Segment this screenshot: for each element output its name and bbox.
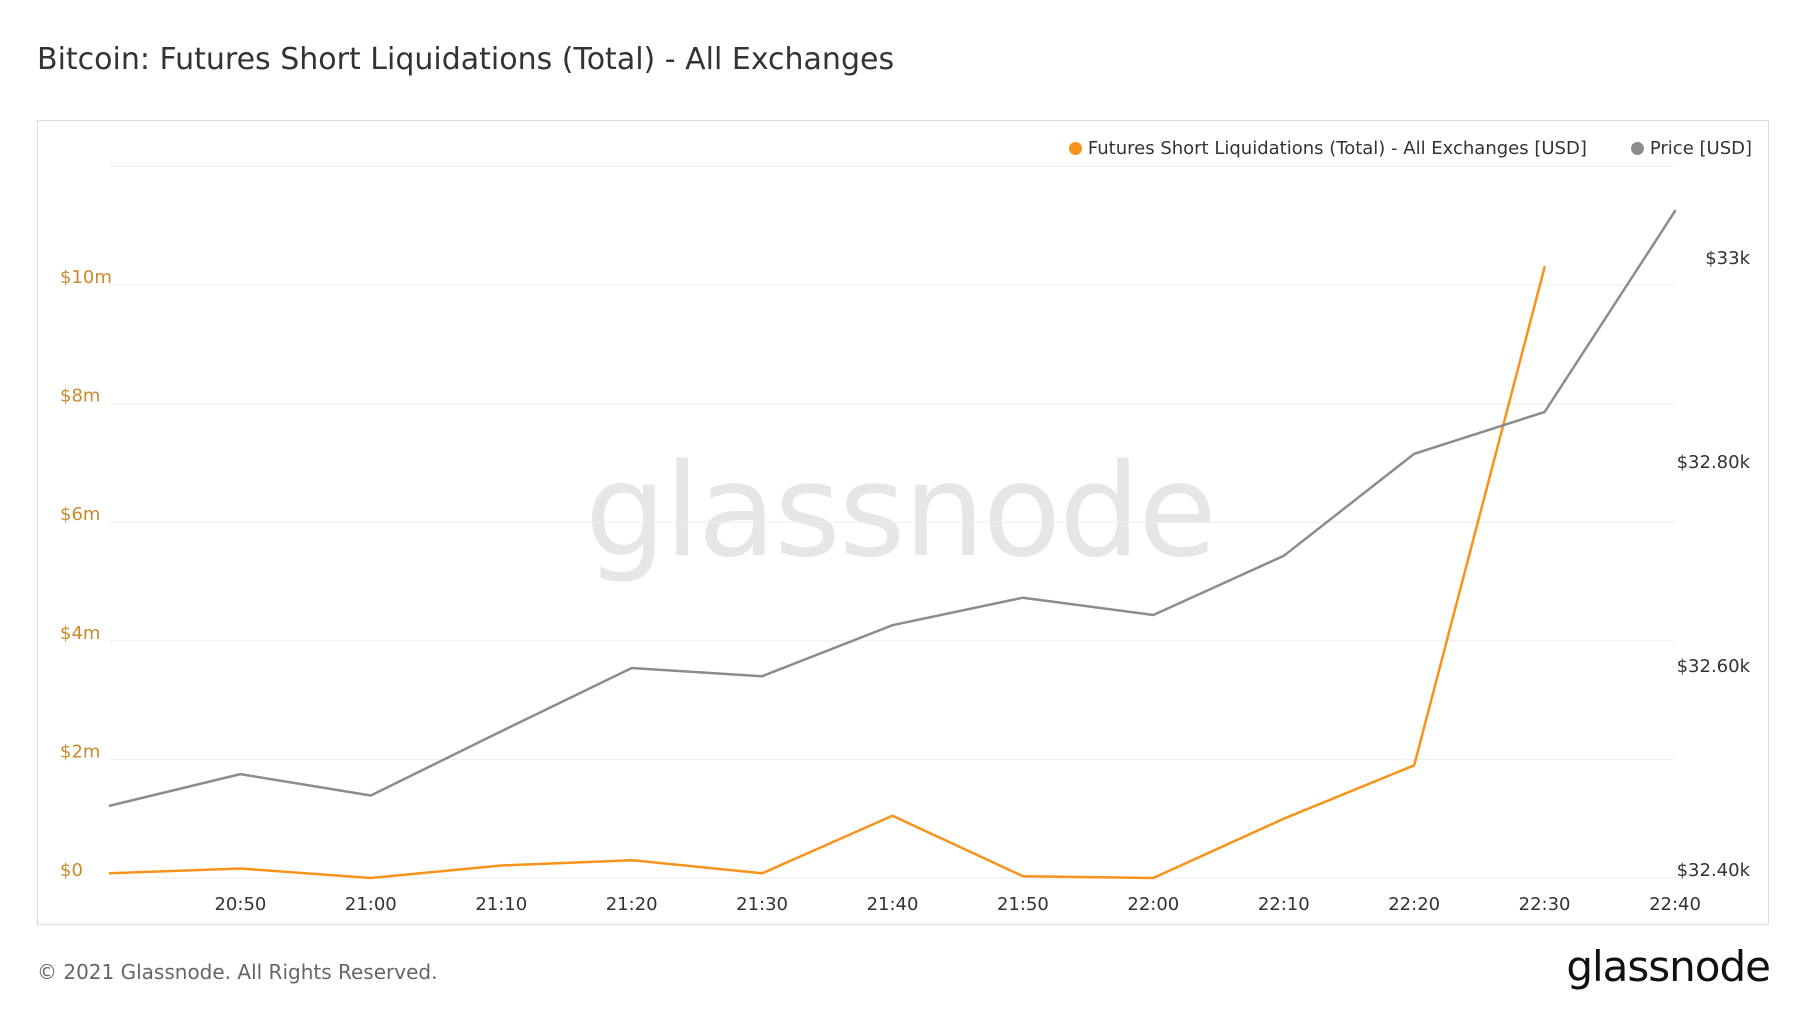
x-tick-label: 21:40 [867, 894, 919, 915]
x-tick-label: 21:20 [606, 894, 658, 915]
watermark: glassnode [585, 437, 1215, 586]
chart-title: Bitcoin: Futures Short Liquidations (Tot… [37, 42, 895, 77]
x-tick-label: 21:10 [475, 894, 527, 915]
x-tick-label: 21:30 [736, 894, 788, 915]
series-layer [108, 209, 1677, 880]
y-right-tick-label: $32.60k [1677, 656, 1751, 677]
legend[interactable]: Futures Short Liquidations (Total) - All… [1068, 138, 1752, 159]
y-left-tick-label: $6m [60, 504, 100, 525]
legend-dot-price [1630, 142, 1644, 155]
x-tick-label: 22:00 [1127, 894, 1179, 915]
y-left-tick-label: $0 [60, 860, 83, 881]
copyright-text: © 2021 Glassnode. All Rights Reserved. [37, 960, 438, 984]
series-line-price [108, 209, 1677, 807]
y-right-tick-label: $32.80k [1677, 452, 1751, 473]
series-line-liquidations [108, 265, 1546, 880]
y-left-tick-label: $2m [60, 741, 100, 762]
legend-dot-liquidations [1068, 142, 1082, 155]
x-tick-label: 21:50 [997, 894, 1049, 915]
y-right-tick-label: $33k [1705, 248, 1750, 269]
legend-item-price[interactable]: Price [USD] [1630, 138, 1752, 159]
legend-label-liquidations: Futures Short Liquidations (Total) - All… [1087, 138, 1587, 159]
x-tick-label: 20:50 [214, 894, 266, 915]
y-left-tick-label: $8m [60, 386, 100, 407]
x-tick-label: 22:30 [1519, 894, 1571, 915]
legend-label-price: Price [USD] [1649, 138, 1752, 159]
glassnode-logo[interactable]: glassnode [1566, 942, 1771, 991]
x-tick-label: 21:00 [345, 894, 397, 915]
grid-layer [110, 165, 1675, 879]
y-left-tick-label: $4m [60, 623, 100, 644]
legend-item-liquidations[interactable]: Futures Short Liquidations (Total) - All… [1068, 138, 1587, 159]
x-tick-label: 22:10 [1258, 894, 1310, 915]
y-left-tick-label: $10m [60, 267, 112, 288]
x-tick-label: 22:20 [1388, 894, 1440, 915]
axis-layer: $0 $2m $4m $6m $8m $10m $32.40k $32.60k $32.80k $… [60, 248, 1751, 915]
x-tick-label: 22:40 [1649, 894, 1701, 915]
y-right-tick-label: $32.40k [1677, 860, 1751, 881]
